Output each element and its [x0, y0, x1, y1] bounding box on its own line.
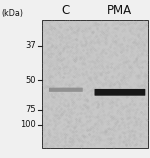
- FancyBboxPatch shape: [49, 88, 83, 92]
- Text: (kDa): (kDa): [1, 9, 23, 18]
- Text: PMA: PMA: [107, 4, 132, 17]
- FancyBboxPatch shape: [94, 89, 145, 96]
- Text: C: C: [62, 4, 70, 17]
- Text: 50: 50: [26, 76, 36, 85]
- Text: 37: 37: [25, 41, 36, 50]
- Bar: [42, 20, 148, 148]
- Text: 75: 75: [25, 105, 36, 114]
- Text: 100: 100: [20, 120, 36, 129]
